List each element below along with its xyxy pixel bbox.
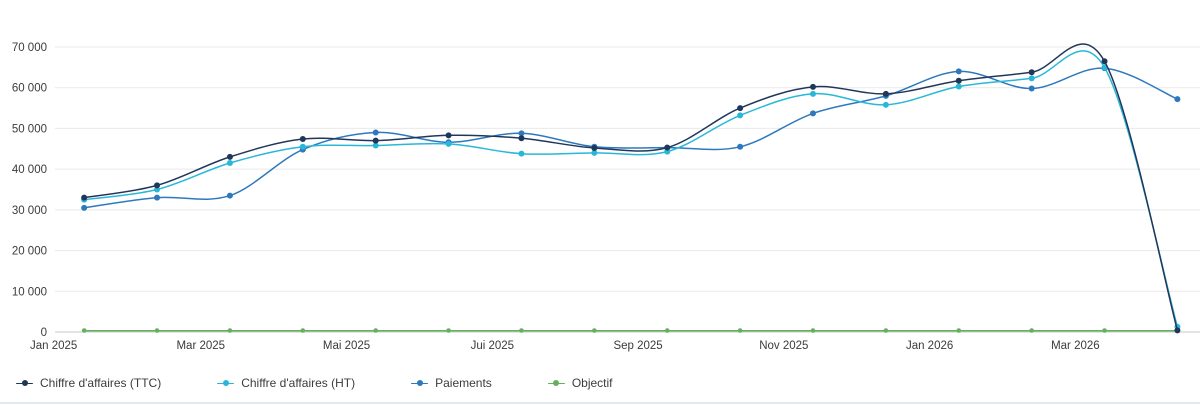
- y-tick-label: 10 000: [12, 286, 47, 298]
- legend-label: Chiffre d'affaires (TTC): [40, 376, 162, 390]
- series-line: [83, 50, 1179, 328]
- data-point[interactable]: [226, 192, 233, 199]
- data-point[interactable]: [299, 136, 306, 143]
- data-point[interactable]: [299, 143, 306, 150]
- data-point[interactable]: [445, 132, 452, 139]
- data-point[interactable]: [955, 83, 962, 90]
- data-point[interactable]: [81, 204, 88, 211]
- x-tick-label: Sep 2025: [613, 340, 662, 352]
- data-point[interactable]: [737, 105, 744, 112]
- data-point[interactable]: [1028, 85, 1035, 92]
- legend-item-ca-ht[interactable]: Chiffre d'affaires (HT): [217, 376, 355, 390]
- data-point[interactable]: [810, 90, 816, 97]
- x-tick-label: Mar 2026: [1051, 340, 1100, 352]
- data-point[interactable]: [446, 328, 451, 333]
- data-point[interactable]: [81, 328, 87, 333]
- y-tick-label: 30 000: [12, 205, 47, 217]
- data-point[interactable]: [882, 90, 889, 97]
- data-point[interactable]: [592, 328, 597, 333]
- data-point[interactable]: [664, 144, 671, 151]
- data-point[interactable]: [154, 194, 161, 201]
- x-tick-label: Nov 2025: [759, 340, 808, 352]
- y-tick-label: 40 000: [12, 164, 47, 176]
- data-point[interactable]: [737, 112, 744, 119]
- line-marker-icon: [547, 378, 565, 388]
- legend-item-objectif[interactable]: Objectif: [547, 376, 613, 390]
- data-point[interactable]: [1028, 75, 1035, 82]
- data-point[interactable]: [81, 194, 88, 201]
- data-point[interactable]: [519, 328, 524, 333]
- legend-label: Paiements: [435, 376, 492, 390]
- data-point[interactable]: [1101, 64, 1108, 71]
- data-point[interactable]: [518, 150, 525, 157]
- y-tick-label: 0: [41, 327, 47, 339]
- data-point[interactable]: [300, 328, 306, 333]
- data-point[interactable]: [1101, 58, 1108, 65]
- x-tick-label: Jan 2026: [906, 340, 953, 352]
- data-point[interactable]: [737, 143, 744, 150]
- data-point[interactable]: [810, 110, 816, 117]
- data-point[interactable]: [227, 328, 233, 333]
- data-point[interactable]: [373, 328, 378, 333]
- data-point[interactable]: [591, 149, 598, 156]
- data-point[interactable]: [1174, 96, 1181, 103]
- data-point[interactable]: [1174, 327, 1181, 334]
- data-point[interactable]: [955, 68, 962, 75]
- line-marker-icon: [16, 378, 33, 388]
- data-point[interactable]: [154, 328, 160, 333]
- data-point[interactable]: [955, 77, 962, 84]
- data-point[interactable]: [518, 135, 525, 142]
- y-tick-label: 60 000: [12, 83, 47, 95]
- data-point[interactable]: [883, 328, 889, 333]
- x-tick-label: Jan 2025: [30, 340, 77, 352]
- series-line: [83, 67, 1179, 209]
- legend-label: Chiffre d'affaires (HT): [241, 376, 356, 390]
- legend-item-ca-ttc[interactable]: Chiffre d'affaires (TTC): [16, 376, 161, 390]
- line-marker-icon: [411, 378, 429, 388]
- data-point[interactable]: [1102, 328, 1107, 333]
- data-point[interactable]: [1028, 69, 1035, 76]
- legend-item-paiements[interactable]: Paiements: [411, 376, 492, 390]
- revenue-line-chart-canvas: 0 10 000 20 000 30 000 40 000 50 000 60 000 70 …: [12, 42, 1200, 352]
- line-marker-icon: [217, 378, 235, 388]
- data-point[interactable]: [372, 129, 379, 136]
- data-point[interactable]: [226, 160, 233, 167]
- data-point[interactable]: [372, 137, 379, 144]
- data-point[interactable]: [664, 328, 670, 333]
- data-point[interactable]: [226, 153, 233, 160]
- legend-label: Objectif: [571, 376, 613, 390]
- chart-legend: Chiffre d'affaires (TTC) Chiffre d'affai…: [0, 360, 1200, 400]
- x-tick-label: Jui 2025: [471, 340, 514, 352]
- data-point[interactable]: [154, 182, 161, 189]
- data-point[interactable]: [882, 101, 889, 108]
- data-point[interactable]: [518, 130, 525, 137]
- data-point[interactable]: [1029, 328, 1034, 333]
- data-point[interactable]: [372, 142, 379, 149]
- data-point[interactable]: [737, 328, 743, 333]
- y-tick-label: 70 000: [12, 42, 47, 54]
- x-tick-label: Mar 2025: [176, 340, 225, 352]
- y-tick-label: 50 000: [12, 123, 47, 135]
- data-point[interactable]: [591, 144, 598, 151]
- y-tick-label: 20 000: [12, 246, 47, 258]
- data-point[interactable]: [810, 328, 816, 333]
- x-tick-label: Mai 2025: [323, 340, 370, 352]
- data-point[interactable]: [810, 83, 816, 90]
- data-point[interactable]: [956, 328, 962, 333]
- data-point[interactable]: [445, 140, 452, 147]
